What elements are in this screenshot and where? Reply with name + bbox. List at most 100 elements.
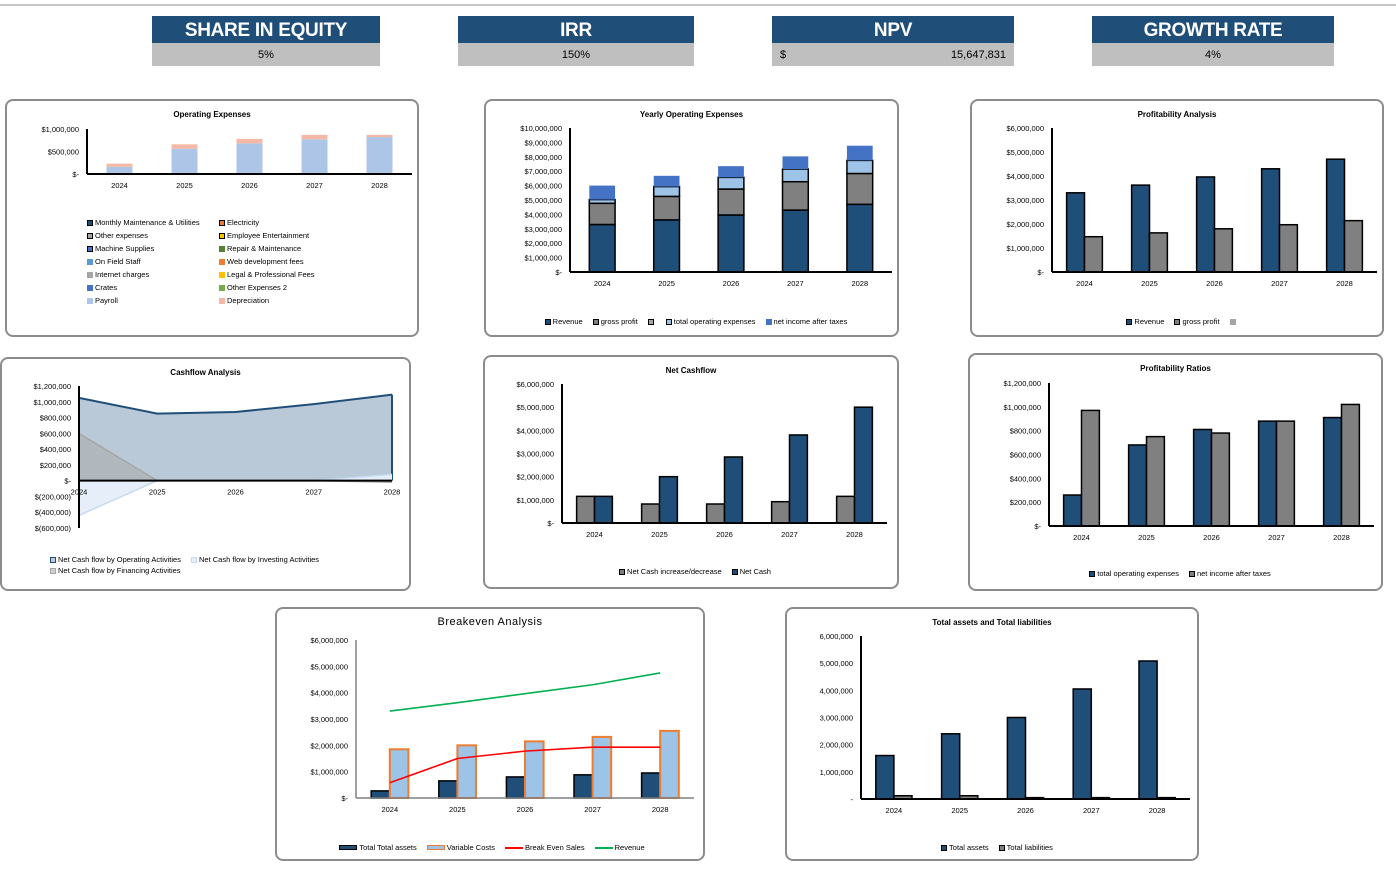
chart-legend: Monthly Maintenance & Utilities Electrici…	[87, 218, 367, 305]
chart-title: Net Cashflow	[665, 366, 717, 375]
bar	[770, 500, 791, 524]
legend-item: Employee Entertainment	[219, 231, 351, 240]
y-tick-label: $5,000,000	[524, 196, 562, 205]
plot-area: $- $1,000,000 $2,000,000 $3,000,000 $4,000,0…	[310, 636, 694, 814]
bar	[659, 729, 680, 799]
legend-item: Total liabilities	[998, 843, 1053, 852]
legend-swatch	[50, 567, 56, 574]
plot-area: $- $500,000 $1,000,000 2024 2025 2026 2027 2028	[41, 125, 412, 190]
yearly-operating-expenses-chart[interactable]: Yearly Operating Expenses $- $1,000,000 $2,…	[484, 99, 899, 337]
area-series	[79, 394, 392, 481]
x-tick-label: 2024	[886, 806, 903, 815]
bar-segment	[652, 185, 681, 198]
bar-segment	[588, 198, 616, 205]
legend-item: Revenue	[544, 317, 583, 326]
legend-item: total operating expenses	[665, 317, 756, 326]
y-tick-label: 4,000,000	[820, 686, 853, 695]
bar	[1343, 219, 1364, 273]
legend-item: Depreciation	[219, 296, 351, 305]
bar	[1260, 168, 1281, 273]
bar-segment	[846, 159, 874, 175]
y-tick-label: $1,200,000	[1003, 379, 1041, 388]
x-tick-label: 2027	[306, 181, 323, 190]
legend-item: gross profit	[1174, 317, 1220, 326]
legend-label: Variable Costs	[446, 843, 495, 852]
legend-swatch	[998, 844, 1005, 851]
legend-label: Other Expenses 2	[227, 283, 288, 292]
x-tick-label: 2024	[71, 488, 88, 497]
legend-swatch	[594, 846, 613, 849]
x-tick-label: 2025	[1138, 533, 1155, 542]
line-series	[389, 746, 661, 784]
legend-item: total operating expenses	[1089, 569, 1179, 578]
y-tick-label: $-	[72, 170, 79, 179]
y-tick-label: $5,000,000	[1006, 148, 1044, 157]
kpi-irr: IRR 150%	[458, 16, 694, 66]
legend-swatch	[1188, 570, 1195, 577]
legend-label: Web development fees	[227, 257, 304, 266]
legend-item: Net Cash increase/decrease	[619, 567, 722, 576]
bar-segment	[846, 145, 873, 161]
plot-area: $- $1,000,000 $2,000,000 $3,000,000 $4,000,0…	[516, 380, 887, 539]
profitability-ratios-chart[interactable]: Profitability Ratios $- $200,000 $400,000 $6…	[968, 353, 1383, 591]
bar-segment	[781, 209, 810, 273]
profitability-analysis-chart[interactable]: Profitability Analysis $- $1,000,000 $2,000…	[970, 99, 1384, 337]
legend-label: Net Cash increase/decrease	[627, 567, 722, 576]
legend-item	[647, 317, 656, 326]
bar-segment	[717, 176, 745, 190]
legend-label: gross profit	[600, 317, 638, 326]
x-tick-label: 2028	[384, 488, 401, 497]
y-tick-label: 5,000,000	[820, 659, 853, 668]
y-tick-label: $-	[1037, 268, 1044, 277]
chart-legend: Revenue gross profit total operating expen…	[506, 317, 886, 326]
y-tick-label: $(400,000)	[35, 508, 72, 517]
assets-liabilities-chart[interactable]: Total assets and Total liabilities - 1,000…	[785, 607, 1199, 861]
breakeven-analysis-chart[interactable]: Breakeven Analysis $- $1,000,000 $2,000,000…	[275, 607, 705, 861]
legend-swatch	[504, 846, 523, 849]
legend-item: Net Cash flow by Operating Activities	[50, 555, 181, 564]
chart-legend: Total assets Total liabilities	[807, 843, 1187, 852]
x-tick-label: 2027	[1271, 279, 1288, 288]
y-tick-label: $4,000,000	[524, 210, 562, 219]
bar	[1006, 716, 1027, 800]
legend-swatch	[426, 845, 445, 850]
legend-label: Monthly Maintenance & Utilities	[95, 218, 200, 227]
net-cashflow-chart[interactable]: Net Cashflow $- $1,000,000 $2,000,000 $3,000…	[483, 355, 899, 589]
y-tick-label: $(600,000)	[35, 524, 72, 533]
y-tick-label: $2,000,000	[310, 741, 348, 750]
bar-segment	[781, 180, 810, 211]
bar	[370, 790, 391, 799]
legend-label: Revenue	[614, 843, 645, 852]
area-series	[79, 474, 392, 516]
bar	[388, 748, 410, 800]
cashflow-analysis-chart[interactable]: Cashflow Analysis $(600,000) $(400,000) $(2…	[0, 357, 411, 591]
chart-title: Total assets and Total liabilities	[932, 618, 1052, 627]
bar	[1145, 435, 1166, 527]
legend-item: Internet charges	[87, 270, 219, 279]
x-tick-label: 2026	[241, 181, 258, 190]
legend-item: Electricity	[219, 218, 351, 227]
legend-label: Electricity	[227, 218, 260, 227]
y-tick-label: -	[851, 795, 854, 804]
x-tick-label: 2024	[586, 530, 603, 539]
legend-swatch	[50, 556, 56, 563]
bar	[575, 495, 596, 524]
bar-segment	[782, 156, 809, 170]
bar	[1080, 409, 1101, 527]
bar-segment	[366, 137, 393, 174]
bar	[438, 780, 459, 799]
operating-expenses-chart[interactable]: Operating Expenses $- $500,000 $1,000,000 20…	[5, 99, 419, 337]
kpi-npv: NPV $15,647,831	[772, 16, 1014, 66]
plot-area: $- $1,000,000 $2,000,000 $3,000,000 $4,000,0…	[520, 124, 892, 288]
y-tick-label: $400,000	[40, 445, 71, 454]
y-tick-label: $600,000	[1010, 451, 1041, 460]
bar	[1065, 192, 1086, 273]
bar	[788, 434, 809, 524]
y-tick-label: $3,000,000	[524, 225, 562, 234]
x-tick-label: 2028	[652, 805, 669, 814]
legend-label: Machine Supplies	[95, 244, 155, 253]
y-tick-label: $2,000,000	[1006, 220, 1044, 229]
legend-swatch	[1229, 318, 1236, 325]
legend-swatch	[87, 258, 93, 265]
x-tick-label: 2027	[584, 805, 601, 814]
